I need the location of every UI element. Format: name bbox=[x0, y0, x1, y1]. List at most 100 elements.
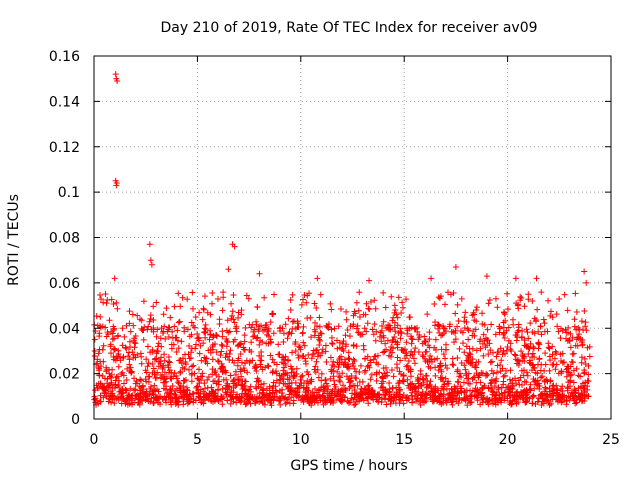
data-point bbox=[165, 358, 172, 365]
data-point bbox=[224, 353, 231, 360]
data-point bbox=[291, 372, 298, 379]
data-point bbox=[384, 337, 391, 344]
data-point bbox=[177, 369, 184, 376]
data-point bbox=[501, 350, 508, 357]
data-point bbox=[243, 400, 250, 407]
data-point bbox=[244, 399, 251, 406]
data-point bbox=[382, 396, 389, 403]
data-point bbox=[485, 300, 492, 307]
data-point bbox=[485, 337, 492, 344]
data-point bbox=[563, 373, 570, 380]
data-point bbox=[180, 377, 187, 384]
data-point bbox=[97, 291, 104, 298]
data-point bbox=[365, 305, 372, 312]
data-point bbox=[131, 344, 138, 351]
data-point bbox=[581, 385, 588, 392]
data-point bbox=[423, 381, 430, 388]
data-point bbox=[465, 355, 472, 362]
data-point bbox=[392, 328, 399, 335]
data-point bbox=[541, 328, 548, 335]
data-point bbox=[547, 312, 554, 319]
data-point bbox=[309, 389, 316, 396]
data-point bbox=[462, 366, 469, 373]
data-point bbox=[195, 393, 202, 400]
data-point bbox=[490, 370, 497, 377]
data-point bbox=[263, 340, 270, 347]
data-point bbox=[190, 322, 197, 329]
data-point bbox=[233, 323, 240, 330]
data-point bbox=[581, 367, 588, 374]
data-point bbox=[143, 378, 150, 385]
data-point bbox=[115, 363, 122, 370]
data-point bbox=[564, 307, 571, 314]
data-point bbox=[452, 327, 459, 334]
data-point bbox=[500, 330, 507, 337]
data-point bbox=[488, 377, 495, 384]
data-point bbox=[334, 368, 341, 375]
data-point bbox=[294, 388, 301, 395]
data-point bbox=[356, 392, 362, 399]
data-point bbox=[514, 388, 521, 395]
data-point bbox=[315, 374, 322, 381]
data-point bbox=[144, 363, 151, 370]
data-point bbox=[235, 309, 242, 316]
data-point bbox=[322, 384, 329, 391]
data-point bbox=[258, 381, 265, 388]
data-point bbox=[463, 343, 470, 350]
data-point bbox=[477, 345, 484, 352]
data-point bbox=[575, 372, 582, 379]
data-point bbox=[315, 391, 322, 398]
data-point bbox=[237, 350, 244, 357]
data-point bbox=[305, 351, 312, 358]
data-point bbox=[173, 394, 180, 401]
data-point bbox=[159, 364, 166, 371]
data-point bbox=[256, 323, 263, 330]
data-point bbox=[118, 371, 125, 378]
data-point bbox=[537, 374, 544, 381]
data-point bbox=[545, 344, 552, 351]
data-point bbox=[365, 382, 372, 389]
data-point bbox=[388, 395, 395, 402]
data-point bbox=[153, 350, 160, 357]
data-point bbox=[349, 390, 356, 397]
data-point bbox=[532, 369, 539, 376]
data-point bbox=[485, 384, 492, 391]
data-point bbox=[173, 399, 180, 406]
data-point bbox=[317, 352, 324, 359]
data-point bbox=[310, 395, 316, 402]
data-point bbox=[284, 335, 291, 342]
data-point bbox=[570, 350, 577, 357]
data-point bbox=[438, 398, 445, 405]
data-point bbox=[452, 385, 459, 392]
data-point bbox=[292, 338, 299, 345]
data-point bbox=[513, 332, 520, 339]
data-point bbox=[515, 305, 522, 312]
data-point bbox=[204, 384, 211, 391]
data-point bbox=[201, 325, 208, 332]
data-point bbox=[378, 380, 385, 387]
data-point bbox=[95, 367, 102, 374]
data-point bbox=[195, 366, 202, 373]
data-point bbox=[386, 389, 393, 396]
data-point bbox=[176, 380, 183, 387]
data-point bbox=[562, 326, 569, 333]
data-point bbox=[409, 336, 416, 343]
data-point bbox=[469, 356, 476, 363]
data-point bbox=[260, 393, 267, 400]
data-point bbox=[449, 398, 456, 405]
data-point bbox=[547, 378, 554, 385]
data-point bbox=[420, 379, 427, 386]
data-point bbox=[403, 339, 410, 346]
data-point bbox=[327, 354, 334, 361]
data-point bbox=[284, 376, 291, 383]
data-point bbox=[311, 385, 318, 392]
data-point bbox=[143, 356, 150, 363]
data-point bbox=[494, 304, 501, 311]
data-point bbox=[120, 354, 127, 361]
data-point bbox=[150, 399, 157, 406]
data-point bbox=[169, 395, 176, 402]
data-point bbox=[168, 401, 175, 408]
data-point bbox=[349, 360, 356, 367]
data-point bbox=[113, 299, 120, 306]
data-point bbox=[108, 328, 115, 335]
